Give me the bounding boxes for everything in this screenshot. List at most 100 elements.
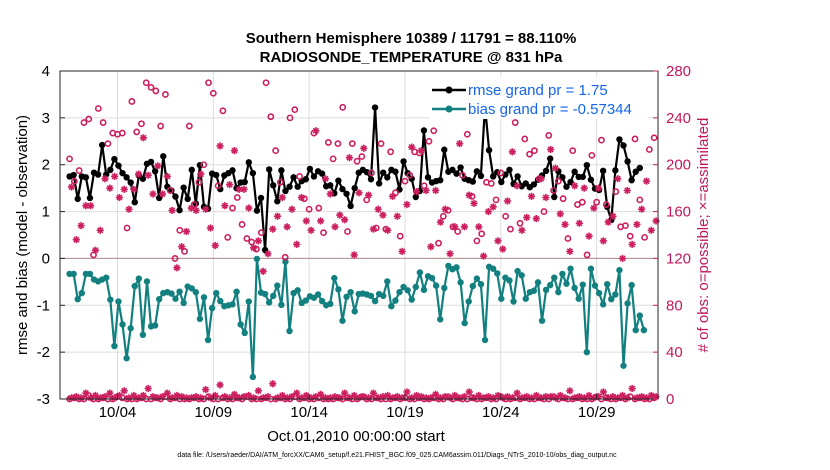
obs-assimilated-point (269, 225, 277, 233)
bias-point (604, 281, 611, 288)
bias-point (115, 298, 122, 305)
obs-assimilated-point (283, 223, 291, 231)
obs-assimilated-point (154, 162, 162, 170)
series-layer (66, 79, 660, 403)
obs-assimilated-point (130, 185, 138, 193)
rmse-point (542, 167, 550, 175)
obs-assimilated-point (465, 191, 473, 199)
rmse-point (489, 173, 497, 180)
rmse-point (420, 127, 428, 134)
obs-assimilated-point (125, 394, 133, 402)
obs-possible-point (123, 224, 131, 232)
obs-possible-point (339, 103, 347, 111)
obs-assimilated-point (317, 390, 325, 398)
rmse-point (151, 168, 159, 175)
series-obs_assimilated (67, 127, 660, 275)
bias-point (335, 286, 342, 293)
bias-point (432, 282, 440, 289)
obs-possible-point (171, 255, 179, 262)
obs-possible-point (66, 155, 73, 163)
obs-assimilated-point (350, 251, 358, 259)
obs-possible-point (521, 135, 529, 143)
obs-possible-point (286, 114, 294, 122)
obs-assimilated-point (484, 207, 492, 216)
rmse-point (453, 170, 460, 177)
obs-assimilated-point (594, 184, 603, 192)
obs-assimilated-point (341, 216, 349, 224)
obs-possible-point (157, 122, 165, 130)
obs-assimilated-point (163, 172, 171, 181)
obs-possible-point (75, 167, 83, 174)
obs-possible-point (636, 196, 644, 204)
rmse-point (188, 166, 195, 174)
obs-possible-point (602, 201, 610, 208)
y-axis-label: rmse and bias (model - observation) (14, 115, 31, 355)
rmse-point (522, 180, 529, 187)
obs-assimilated-point (508, 394, 516, 402)
obs-assimilated-point (269, 380, 277, 388)
rmse-point (229, 167, 236, 174)
rmse-point (457, 164, 464, 171)
obs-possible-point (200, 161, 208, 169)
rmse-point (172, 193, 179, 200)
obs-possible-point (454, 228, 462, 235)
bias-point (571, 284, 578, 292)
bias-point (172, 295, 179, 302)
obs-assimilated-point (216, 381, 224, 389)
bias-point (441, 284, 448, 292)
obs-possible-point (142, 79, 150, 87)
rmse-point (94, 171, 102, 178)
rmse-point (274, 198, 281, 205)
obs-assimilated-point (609, 212, 617, 220)
obs-assimilated-point (144, 384, 152, 393)
series-rmse (66, 102, 643, 254)
bias-point (200, 294, 208, 301)
obs-possible-point (281, 253, 289, 261)
obs-possible-point (181, 247, 188, 255)
obs-assimilated-point (278, 193, 286, 202)
legend-bias-marker (445, 105, 453, 113)
rmse-point (379, 169, 387, 176)
obs-possible-point (612, 188, 620, 196)
bias-point (261, 290, 269, 298)
obs-assimilated-point (230, 390, 239, 398)
rmse-point (343, 190, 350, 197)
bias-point (599, 301, 607, 308)
rmse-point (620, 142, 627, 149)
rmse-point (437, 176, 444, 184)
bias-point (388, 303, 395, 310)
bias-point (542, 286, 550, 294)
obs-assimilated-point (264, 250, 272, 258)
bias-point (343, 293, 350, 301)
rmse-point (530, 181, 538, 188)
bias-point (331, 274, 338, 282)
obs-assimilated-point (369, 389, 377, 397)
obs-possible-point (248, 238, 256, 246)
footer-datafile: data file: /Users/raeder/DAI/ATM_forcXX/… (177, 452, 617, 459)
obs-assimilated-point (604, 218, 612, 226)
rmse-point (115, 162, 122, 169)
bias-point (86, 270, 94, 278)
obs-possible-point (387, 148, 395, 156)
rmse-point (473, 168, 481, 175)
obs-assimilated-point (293, 240, 301, 248)
obs-assimilated-point (120, 185, 128, 193)
obs-assimilated-point (77, 222, 85, 230)
obs-possible-point (473, 237, 481, 245)
bias-point (151, 322, 159, 329)
obs-assimilated-point (139, 391, 147, 400)
obs-assimilated-point (254, 237, 262, 245)
bias-point (396, 288, 403, 296)
obs-possible-point (224, 233, 232, 241)
obs-assimilated-point (571, 182, 579, 190)
rmse-point (514, 173, 521, 180)
obs-assimilated-point (240, 185, 248, 193)
obs-assimilated-point (647, 226, 655, 234)
y-right-tick-label: 200 (666, 157, 691, 174)
rmse-point (217, 185, 224, 193)
obs-assimilated-point (178, 243, 186, 251)
rmse-line (69, 104, 641, 252)
obs-assimilated-point (158, 190, 167, 198)
rmse-point (551, 193, 558, 201)
